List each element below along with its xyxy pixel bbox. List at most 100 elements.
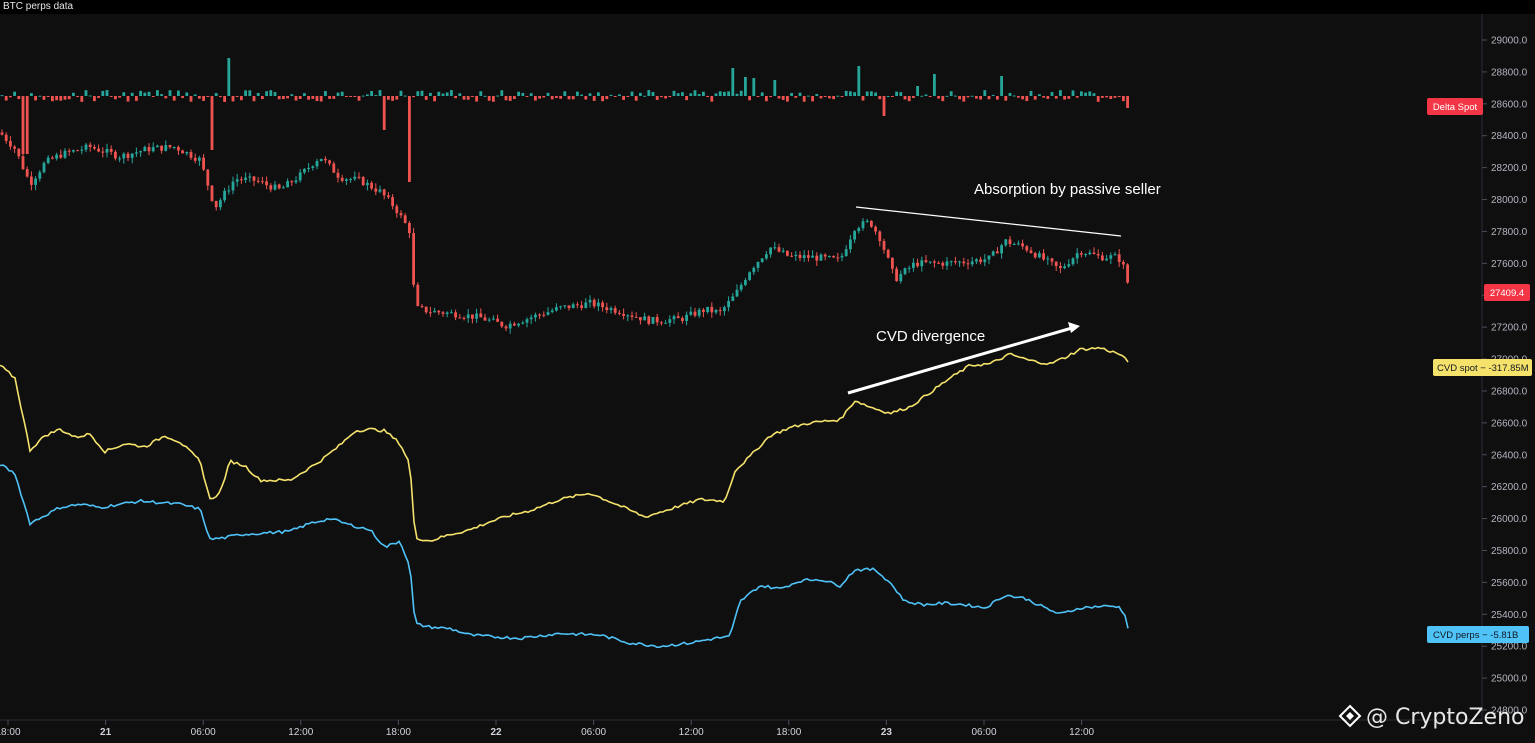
y-tick-label: 27200.0: [1491, 323, 1528, 334]
delta-bar: [240, 96, 243, 101]
delta-bar: [584, 96, 588, 100]
candle-body: [1042, 253, 1045, 260]
delta-bar: [193, 94, 197, 96]
candle-body: [240, 179, 243, 181]
delta-bar: [802, 96, 806, 102]
candle-body: [105, 148, 109, 153]
delta-bar: [874, 92, 877, 96]
candle-body: [975, 259, 978, 262]
delta-bar: [114, 96, 117, 100]
candle-body: [794, 254, 798, 256]
candle-body: [853, 231, 856, 240]
candle-body: [88, 144, 92, 147]
candle-body: [811, 255, 814, 258]
delta-bar: [135, 96, 138, 101]
delta-bar: [177, 90, 180, 96]
candle-body: [143, 147, 147, 152]
y-tick-label: 26000.0: [1491, 514, 1528, 525]
delta-bar: [227, 58, 231, 96]
candle-body: [613, 308, 617, 313]
y-tick-label: 27600.0: [1491, 259, 1528, 270]
candle-body: [643, 316, 646, 321]
candle-body: [303, 169, 306, 173]
delta-bar: [1096, 96, 1100, 102]
candle-body: [886, 249, 890, 258]
candle-body: [471, 314, 474, 319]
candle-body: [462, 317, 466, 319]
candle-body: [294, 180, 298, 183]
delta-bar: [147, 91, 151, 96]
delta-bar: [1105, 96, 1108, 98]
candle-body: [601, 302, 604, 308]
candle-body: [46, 157, 50, 163]
candle-body: [34, 178, 37, 185]
candle-body: [1096, 254, 1100, 256]
delta-bar: [819, 96, 823, 99]
candle-body: [118, 158, 121, 160]
candle-body: [567, 305, 571, 309]
candle-body: [76, 150, 79, 152]
delta-bar: [622, 96, 625, 100]
candle-body: [1088, 252, 1092, 255]
delta-bar: [286, 96, 289, 99]
candle-body: [651, 317, 655, 324]
delta-bar: [1012, 95, 1016, 97]
candle-body: [1025, 246, 1029, 251]
candle-body: [689, 311, 693, 315]
delta-bar: [17, 96, 21, 100]
svg-text:Delta Spot: Delta Spot: [1433, 102, 1478, 113]
delta-bar: [1046, 96, 1050, 99]
delta-bar: [945, 95, 949, 97]
delta-bar: [647, 90, 651, 96]
delta-bar: [916, 86, 919, 96]
candle-body: [408, 222, 411, 234]
candle-body: [403, 215, 407, 223]
candle-body: [0, 132, 4, 135]
delta-bar: [382, 96, 386, 130]
candle-body: [693, 311, 697, 316]
delta-bar: [319, 96, 323, 102]
candle-body: [815, 255, 819, 261]
delta-bar: [366, 94, 369, 96]
delta-bar: [1122, 96, 1125, 102]
candle-body: [366, 182, 369, 186]
candle-body: [441, 312, 445, 314]
candle-body: [265, 181, 268, 186]
delta-bar: [1075, 96, 1079, 98]
delta-bar: [895, 91, 898, 96]
candle-body: [550, 310, 554, 313]
x-tick-label: 22: [490, 727, 502, 738]
delta-bar: [450, 90, 453, 96]
candle-body: [823, 254, 827, 257]
delta-bar: [836, 95, 840, 97]
delta-bar: [546, 92, 550, 96]
y-tick-label: 28600.0: [1491, 99, 1528, 110]
candle-body: [920, 260, 924, 267]
delta-bar: [748, 96, 751, 101]
delta-bar: [840, 96, 844, 97]
candle-body: [59, 154, 63, 158]
delta-bar: [311, 96, 315, 99]
delta-bar: [949, 91, 953, 96]
x-tick-label: 18:00: [0, 727, 21, 738]
delta-bar: [962, 96, 966, 102]
candle-body: [374, 188, 378, 192]
delta-bar: [542, 96, 546, 98]
candle-body: [395, 206, 399, 214]
candle-body: [521, 322, 525, 324]
delta-bar: [261, 96, 264, 100]
candle-body: [151, 147, 155, 152]
candle-body: [744, 280, 747, 285]
delta-bar: [559, 96, 562, 99]
delta-bar: [143, 92, 147, 96]
candle-body: [420, 305, 424, 307]
y-tick-label: 26200.0: [1491, 482, 1528, 493]
candle-body: [962, 261, 966, 264]
candle-body: [361, 177, 365, 186]
delta-bar: [42, 96, 46, 100]
candle-body: [534, 314, 537, 318]
candle-body: [315, 161, 319, 167]
delta-bar: [718, 91, 722, 96]
cvd-perps-line: [0, 464, 1129, 649]
